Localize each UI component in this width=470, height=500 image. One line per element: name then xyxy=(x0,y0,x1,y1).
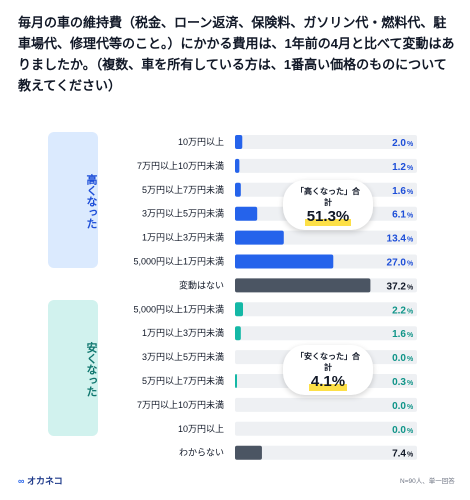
value-label: 1.6 xyxy=(392,186,406,197)
value-label: 1.6 xyxy=(392,329,406,340)
category-label: 3万円以上5万円未満 xyxy=(142,351,224,362)
bar xyxy=(235,278,371,293)
bar-track xyxy=(235,135,417,149)
category-label: 5,000円以上1万円未満 xyxy=(133,256,224,267)
value-unit: % xyxy=(407,332,414,339)
okaneko-logo: ∞ オカネコ xyxy=(18,474,63,487)
bar xyxy=(235,135,243,149)
value-label: 1.2 xyxy=(392,162,406,173)
sample-note: N=90人、単一回答 xyxy=(400,478,455,485)
bar-track xyxy=(235,158,417,173)
high-group-panel xyxy=(48,132,98,268)
logo-mark-icon: ∞ xyxy=(18,476,25,486)
low-total-callout: 「安くなった」合計 4.1% xyxy=(283,345,373,395)
high-total-value: 51.3% xyxy=(304,208,352,226)
value-unit: % xyxy=(407,452,414,459)
value-label: 2.0 xyxy=(392,138,406,149)
category-label: 5万円以上7万円未満 xyxy=(142,375,224,386)
value-unit: % xyxy=(407,213,414,220)
bar xyxy=(235,254,334,269)
value-label: 6.1 xyxy=(392,210,406,221)
survey-question: 毎月の車の維持費（税金、ローン返済、保険料、ガソリン代・燃料代、駐車場代、修理代… xyxy=(18,15,455,93)
category-label: 変動はない xyxy=(179,279,224,290)
value-label: 13.4 xyxy=(387,234,407,245)
low-group-label: 安くなった xyxy=(85,341,97,397)
value-label: 0.0 xyxy=(392,425,406,436)
value-unit: % xyxy=(407,237,414,244)
category-label: 1万円以上3万円未満 xyxy=(142,327,224,338)
category-label: 10万円以上 xyxy=(178,137,224,147)
bar-track xyxy=(235,302,417,317)
low-total-title: 「安くなった」合計 xyxy=(296,352,360,372)
value-label: 37.2 xyxy=(387,281,407,292)
category-label: 5万円以上7万円未満 xyxy=(142,184,224,195)
category-label: 7万円以上10万円未満 xyxy=(137,160,224,171)
bar xyxy=(235,182,241,197)
bar xyxy=(235,374,237,388)
bar xyxy=(235,206,258,221)
value-label: 27.0 xyxy=(387,258,407,269)
category-label: 3万円以上5万円未満 xyxy=(142,208,224,219)
category-label: 1万円以上3万円未満 xyxy=(142,232,224,243)
bar-track xyxy=(235,421,417,436)
value-unit: % xyxy=(407,261,414,268)
value-unit: % xyxy=(407,189,414,196)
value-unit: % xyxy=(407,428,414,435)
bar xyxy=(235,230,284,245)
category-label: 10万円以上 xyxy=(178,424,224,434)
bar xyxy=(235,302,244,317)
category-label: 7万円以上10万円未満 xyxy=(137,399,224,410)
value-unit: % xyxy=(407,141,414,148)
category-label: 5,000円以上1万円未満 xyxy=(133,303,224,314)
value-unit: % xyxy=(407,380,414,387)
bar-track xyxy=(235,397,417,412)
value-unit: % xyxy=(407,165,414,172)
value-label: 0.0 xyxy=(392,353,406,364)
bar-track xyxy=(235,445,417,460)
value-label: 0.0 xyxy=(392,401,406,412)
value-label: 7.4 xyxy=(392,449,406,460)
bar-track xyxy=(235,326,417,341)
low-total-value: 4.1% xyxy=(308,373,348,391)
value-label: 2.2 xyxy=(392,305,406,316)
category-label: わからない xyxy=(179,448,224,458)
value-unit: % xyxy=(407,308,414,315)
high-total-title: 「高くなった」合計 xyxy=(296,187,360,207)
logo-text: オカネコ xyxy=(26,476,63,486)
high-group-label: 高くなった xyxy=(85,173,97,229)
value-unit: % xyxy=(407,404,414,411)
value-unit: % xyxy=(407,356,414,363)
low-group-panel xyxy=(48,300,98,436)
value-label: 0.3 xyxy=(392,377,406,388)
bar xyxy=(235,158,240,173)
high-total-callout: 「高くなった」合計 51.3% xyxy=(283,180,373,230)
bar xyxy=(235,445,262,460)
bar xyxy=(235,326,241,341)
value-unit: % xyxy=(407,284,414,291)
